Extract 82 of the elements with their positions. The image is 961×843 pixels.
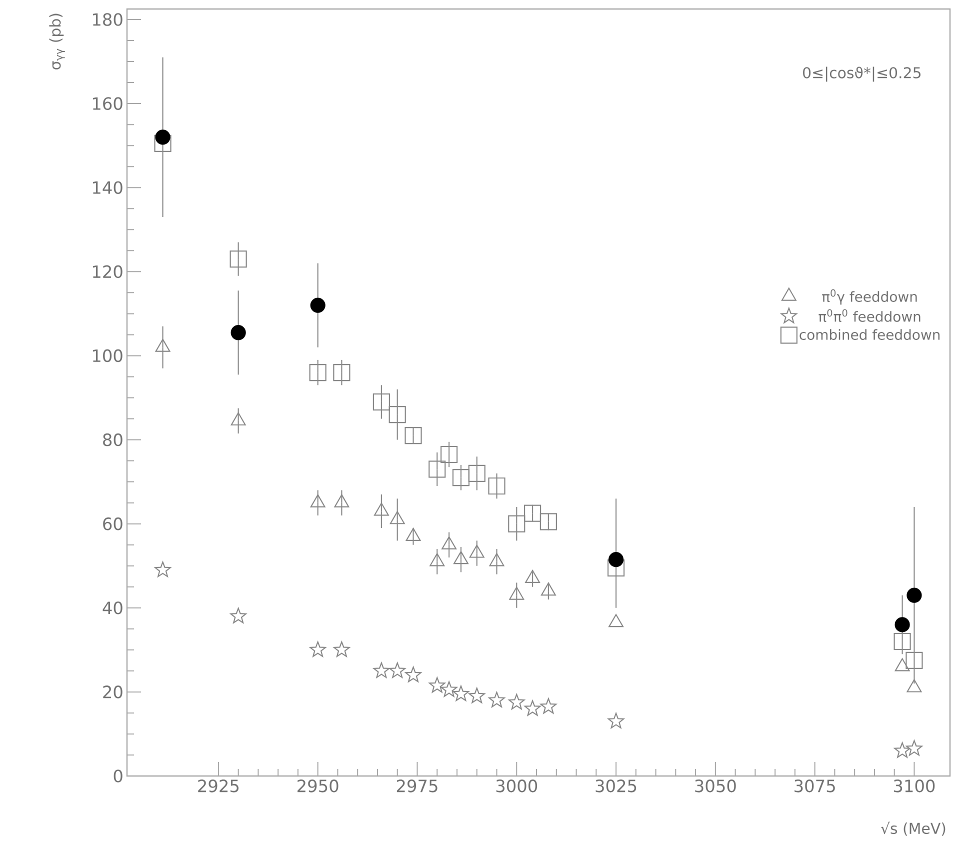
point	[373, 662, 390, 678]
point	[154, 134, 172, 152]
point	[390, 511, 405, 524]
x-axis-title: √s (MeV)	[880, 822, 946, 836]
point	[389, 662, 406, 678]
point	[309, 364, 326, 382]
point	[440, 446, 458, 464]
point	[906, 588, 922, 603]
point	[894, 742, 910, 758]
y-tick-label: 140	[93, 181, 122, 194]
point	[906, 740, 922, 756]
point	[154, 562, 171, 578]
point	[334, 641, 350, 657]
legend-label: π$^{0}$π$^{0}$ feeddown	[818, 309, 920, 322]
point	[310, 298, 326, 313]
point	[404, 427, 422, 444]
point	[468, 688, 486, 704]
point	[524, 700, 541, 716]
x-tick-label: 3050	[695, 780, 736, 792]
point	[310, 641, 326, 657]
point	[405, 666, 422, 682]
point	[608, 552, 624, 568]
point	[155, 130, 170, 145]
point	[488, 692, 505, 708]
point	[428, 460, 446, 478]
point	[406, 528, 421, 541]
point	[525, 570, 540, 584]
point	[488, 477, 506, 495]
point	[489, 553, 504, 566]
y-tick-label: 40	[102, 601, 122, 614]
point	[230, 250, 247, 268]
point	[468, 464, 486, 482]
point	[230, 325, 246, 340]
y-tick-label: 120	[93, 265, 122, 278]
y-tick-label: 80	[103, 433, 122, 446]
point	[540, 582, 556, 596]
point	[469, 544, 484, 558]
point	[334, 494, 350, 508]
point	[608, 712, 624, 728]
y-tick-label: 20	[103, 686, 122, 698]
point	[442, 536, 457, 550]
x-tick-label: 3000	[496, 780, 538, 792]
x-tick-label: 3100	[894, 780, 935, 792]
point	[508, 515, 526, 532]
x-tick-label: 2975	[396, 780, 438, 792]
y-axis-title: σ$_{γγ}$ (pb)	[49, 14, 65, 70]
point	[453, 551, 468, 564]
point	[894, 658, 910, 672]
point	[388, 406, 406, 424]
x-tick-label: 2925	[198, 780, 239, 792]
point	[524, 504, 542, 522]
point	[540, 513, 557, 530]
legend-label: combined feeddown	[800, 329, 940, 340]
y-tick-label: 0	[114, 770, 122, 782]
point	[333, 364, 350, 382]
point	[894, 617, 910, 632]
point	[540, 698, 557, 714]
annotation: 0≤|cosϑ*|≤0.25	[803, 66, 920, 82]
legend-label: π$^{0}$γ feeddown	[822, 289, 917, 305]
point	[230, 608, 246, 624]
point	[509, 586, 524, 600]
point	[430, 553, 445, 566]
point	[906, 679, 922, 692]
y-tick-label: 60	[103, 517, 122, 530]
y-tick-label: 160	[93, 97, 122, 110]
y-tick-label: 180	[93, 13, 122, 26]
point	[310, 494, 326, 508]
point	[452, 469, 470, 486]
x-tick-label: 3025	[596, 780, 636, 792]
point	[894, 632, 911, 650]
x-tick-label: 2950	[298, 780, 338, 792]
point	[440, 681, 458, 697]
point	[906, 652, 923, 669]
point	[607, 559, 625, 577]
x-tick-label: 3075	[794, 780, 835, 792]
y-tick-label: 100	[93, 349, 122, 362]
point	[608, 614, 624, 628]
point	[508, 694, 525, 710]
point	[372, 393, 390, 411]
point	[374, 502, 389, 516]
point	[452, 685, 470, 702]
point	[428, 677, 446, 693]
